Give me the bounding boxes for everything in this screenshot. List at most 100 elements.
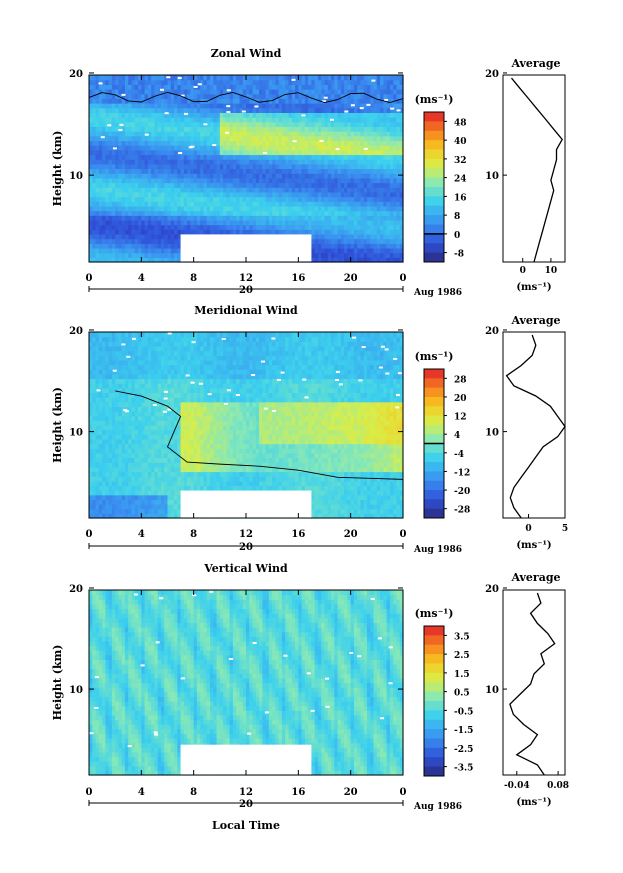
y-tick-label: 20 — [69, 584, 83, 595]
average-y-tick-label: 20 — [485, 584, 499, 595]
colorbar-tick-label: -4 — [454, 450, 464, 460]
average-x-unit: (ms⁻¹) — [516, 282, 551, 293]
average-profile-panel: Average 20 10 0 5 (ms⁻¹) — [485, 314, 568, 551]
average-y-tick-label: 20 — [485, 326, 499, 337]
panel-3: Vertical Wind 20 10 Height (km) 0 4 8 12 16 20 0 20… — [51, 562, 569, 832]
colorbar-unit: (ms⁻¹) — [415, 93, 454, 106]
colorbar: (ms⁻¹) 28 20 12 4 -4 -12 -20 -28 — [415, 350, 470, 519]
date-suffix: Aug 1986 — [413, 288, 462, 298]
average-profile-line — [510, 77, 563, 263]
colorbar-tick-label: 0.5 — [454, 689, 470, 699]
average-x-tick-label: -0.04 — [504, 781, 530, 791]
colorbar-tick-label: -0.5 — [454, 707, 473, 717]
y-axis-label: Height (km) — [51, 645, 64, 721]
colorbar-tick-label: 0 — [454, 231, 460, 241]
date-label: 20 — [239, 799, 253, 810]
x-tick-label: 20 — [344, 273, 358, 284]
colorbar-tick-label: 32 — [454, 156, 467, 166]
average-y-tick-label: 10 — [485, 428, 499, 439]
colorbar-frame — [423, 111, 445, 263]
x-tick-label: 0 — [400, 273, 407, 284]
panel-2: Meridional Wind 20 10 Height (km) 0 4 8 12 16 20 0… — [51, 304, 568, 555]
x-tick-label: 0 — [400, 529, 407, 540]
colorbar-tick-label: -2.5 — [454, 745, 473, 755]
y-tick-label: 20 — [69, 326, 83, 337]
no-data-region — [180, 744, 312, 775]
average-x-tick-label: 5 — [562, 524, 568, 534]
average-x-tick-label: 10 — [545, 266, 558, 276]
x-axis-label: Local Time — [212, 819, 280, 832]
zero-contour — [115, 390, 404, 480]
x-tick-label: 20 — [344, 529, 358, 540]
colorbar-tick-label: 20 — [454, 394, 467, 404]
x-tick-label: 0 — [86, 787, 93, 798]
colorbar-tick-label: 2.5 — [454, 651, 470, 661]
colorbar-tick-label: 28 — [454, 375, 467, 385]
x-tick-label: 20 — [344, 787, 358, 798]
x-tick-label: 16 — [291, 273, 305, 284]
x-tick-label: 0 — [400, 787, 407, 798]
colorbar-tick-label: -1.5 — [454, 726, 473, 736]
average-profile-line — [509, 592, 556, 776]
average-x-tick-label: 0 — [525, 524, 531, 534]
average-x-unit: (ms⁻¹) — [516, 797, 551, 808]
x-tick-label: 16 — [291, 529, 305, 540]
colorbar-tick-label: 8 — [454, 212, 460, 222]
average-x-tick-label: 0.08 — [547, 781, 569, 791]
colorbar: (ms⁻¹) 3.5 2.5 1.5 0.5 -0.5 -1.5 -2.5 -3.5 — [415, 607, 473, 777]
chart-title: Zonal Wind — [211, 47, 282, 60]
x-tick-label: 8 — [190, 529, 197, 540]
y-tick-label: 20 — [69, 69, 83, 80]
average-frame — [502, 589, 566, 776]
colorbar-tick-label: -20 — [454, 487, 470, 497]
colorbar-tick-label: 24 — [454, 175, 467, 185]
x-tick-label: 16 — [291, 787, 305, 798]
x-tick-label: 4 — [138, 787, 145, 798]
average-y-tick-label: 20 — [485, 69, 499, 80]
y-axis-label: Height (km) — [51, 131, 64, 207]
x-tick-label: 0 — [86, 273, 93, 284]
average-y-tick-label: 10 — [485, 685, 499, 696]
date-label: 20 — [239, 542, 253, 553]
x-tick-label: 12 — [239, 787, 253, 798]
y-tick-label: 10 — [69, 171, 83, 182]
colorbar-tick-label: 4 — [454, 431, 460, 441]
colorbar-tick-label: 3.5 — [454, 632, 470, 642]
date-label: 20 — [239, 285, 253, 296]
colorbar-tick-label: -8 — [454, 250, 464, 260]
date-suffix: Aug 1986 — [413, 545, 462, 555]
average-profile-panel: Average 20 10 -0.04 0.08 (ms⁻¹) — [485, 571, 569, 808]
colorbar-tick-label: 12 — [454, 413, 467, 423]
colorbar-tick-label: 16 — [454, 193, 467, 203]
average-x-tick-label: 0 — [520, 266, 526, 276]
x-tick-label: 0 — [86, 529, 93, 540]
colorbar-tick-label: -3.5 — [454, 764, 473, 774]
x-tick-label: 4 — [138, 529, 145, 540]
chart-title: Vertical Wind — [203, 562, 288, 575]
average-x-unit: (ms⁻¹) — [516, 540, 551, 551]
colorbar-unit: (ms⁻¹) — [415, 607, 454, 620]
average-profile-line — [505, 334, 566, 519]
average-title: Average — [510, 571, 560, 584]
x-tick-label: 8 — [190, 273, 197, 284]
zero-contour — [88, 91, 404, 104]
colorbar: (ms⁻¹) 48 40 32 24 16 8 0 -8 — [415, 93, 467, 263]
average-frame — [502, 74, 566, 263]
colorbar-tick-label: 40 — [454, 137, 467, 147]
average-y-tick-label: 10 — [485, 171, 499, 182]
colorbar-tick-label: 1.5 — [454, 670, 470, 680]
colorbar-tick-label: 48 — [454, 118, 467, 128]
x-tick-label: 4 — [138, 273, 145, 284]
average-profile-panel: Average 20 10 0 10 (ms⁻¹) — [485, 57, 566, 293]
x-tick-label: 8 — [190, 787, 197, 798]
chart-title: Meridional Wind — [194, 304, 298, 317]
y-tick-label: 10 — [69, 428, 83, 439]
colorbar-frame — [423, 625, 445, 777]
colorbar-tick-label: -12 — [454, 468, 470, 478]
y-tick-label: 10 — [69, 685, 83, 696]
average-title: Average — [510, 314, 560, 327]
date-suffix: Aug 1986 — [413, 802, 462, 812]
x-tick-label: 12 — [239, 273, 253, 284]
